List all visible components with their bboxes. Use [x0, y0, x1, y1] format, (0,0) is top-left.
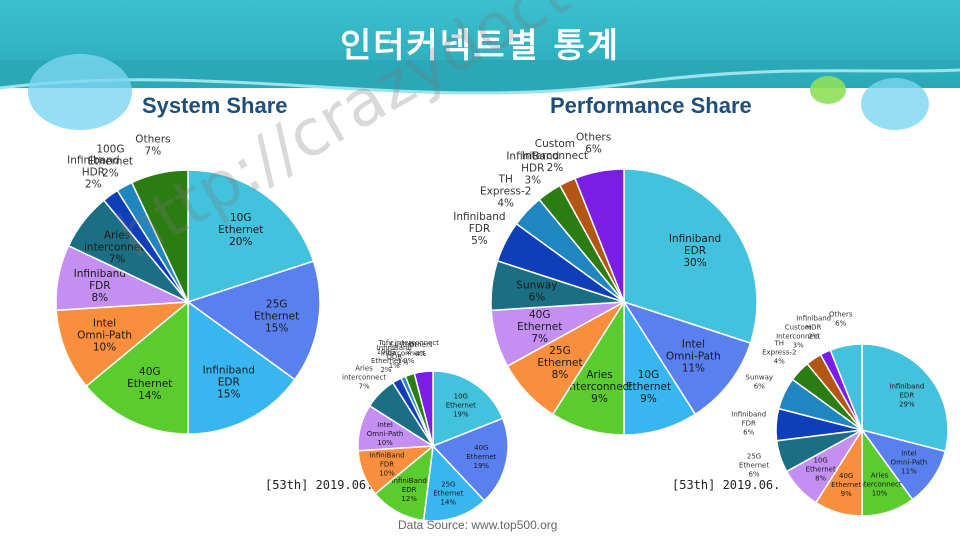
pie-4-label-1: Infiniband EDR 29%: [889, 383, 924, 409]
pie-2-label-4: InfiniBand EDR 12%: [392, 477, 427, 503]
pie-2-slice-3: [422, 444, 486, 522]
date-note-left: [53th] 2019.06.: [265, 478, 374, 492]
pie-2-label-2: 40G Ethernet 19%: [466, 444, 496, 470]
pie-4-label-7: Infiniband FDR 6%: [731, 410, 766, 436]
pie-3-label-9: TH Express-2 4%: [480, 174, 531, 210]
page-title: 인터커넥트별 통계: [339, 26, 621, 66]
pie-1-label-10: Others 7%: [135, 134, 170, 158]
pie-2-label-7: Aries interconnect 7%: [342, 365, 386, 391]
pie-3-slice-12: [574, 168, 625, 303]
pie-2-label-6: Intel Omni-Path 10%: [367, 421, 404, 447]
pie-4-label-9: TH Express-2 4%: [762, 340, 796, 366]
pie-3-label-1: Infiniband EDR 30%: [669, 233, 721, 269]
pie-2-slice-12: [413, 370, 434, 447]
pie-2-label-5: InfiniBand FDR 10%: [369, 452, 404, 478]
pie-2-slice-2: [431, 417, 509, 502]
pie-4-label-2: Intel Omni-Path 11%: [891, 449, 928, 475]
pie-4-slice-12: [829, 343, 863, 431]
pie-1-label-1: 10G Ethernet 20%: [218, 212, 263, 248]
pie-2-label-3: 25G Ethernet 14%: [433, 481, 463, 507]
pie-1-label-9: 100G Ethernet 2%: [88, 144, 133, 180]
date-note-right: [53th] 2019.06.: [672, 478, 781, 492]
pie-3-label-2: Intel Omni-Path 11%: [666, 338, 721, 374]
pie-chart-3: Infiniband EDR 30% Intel Omni-Path 11%10G Ethe…: [453, 131, 758, 436]
pie-3-label-4: Aries interconnect 9%: [566, 369, 632, 405]
pie-chart-1: 10G Ethernet 20% 25G Ethernet 15% Infiniband ED…: [55, 134, 321, 435]
pie-2-label-10: Custom Interconnect 2%: [381, 341, 425, 367]
pie-4-label-3: Aries interconnect 10%: [858, 471, 902, 497]
pie-1-label-2: 25G Ethernet 15%: [254, 299, 299, 335]
pie-4-label-8: Sunway 6%: [746, 374, 773, 391]
performance-share-heading: Performance Share: [550, 93, 752, 118]
pie-chart-4: Infiniband EDR 29% Intel Omni-Path 11%Aries in…: [731, 310, 949, 517]
pie-4-label-4: 40G Ethernet 9%: [831, 472, 861, 498]
pie-3-slice-1: [623, 168, 758, 345]
pie-1-label-5: Intel Omni-Path 10%: [77, 318, 132, 354]
bubble-right: [861, 78, 929, 130]
pie-4-label-11: Infiniband HDR 2%: [796, 315, 831, 341]
pie-1-slice-5: [55, 301, 191, 388]
pie-2-label-9: InfiniBand QDR 1%: [377, 344, 412, 370]
pie-4-label-6: 25G Ethernet 6%: [739, 453, 769, 479]
pie-3-label-8: Infiniband FDR 5%: [453, 211, 505, 247]
pie-3-label-5: 25G Ethernet 8%: [537, 345, 582, 381]
pie-2-label-11: Tofu interconnect 2 0%: [377, 339, 439, 365]
pie-2-label-12: Others 4%: [409, 341, 433, 358]
pie-1-label-3: Infiniband EDR 15%: [203, 365, 255, 401]
pie-chart-2: 10G Ethernet 19% 40G Ethernet 19%25G Ethernet 1…: [342, 339, 509, 522]
system-share-heading: System Share: [142, 93, 288, 118]
pie-4-label-12: Others 6%: [829, 310, 853, 327]
bubble-left: [28, 54, 132, 130]
pie-4-slice-1: [861, 343, 949, 453]
pie-1-label-4: 40G Ethernet 14%: [127, 366, 172, 402]
pie-3-label-6: 40G Ethernet 7%: [517, 309, 562, 345]
pie-1-slice-4: [85, 300, 189, 435]
pie-3-slice-2: [622, 300, 752, 416]
pie-3-label-3: 10G Ethernet 9%: [626, 369, 671, 405]
pie-3-label-10: InfiniBand HDR 3%: [506, 150, 559, 186]
pie-1-slice-2: [186, 260, 321, 381]
pie-4-label-5: 10G Ethernet 8%: [806, 456, 836, 482]
banner-wave: [0, 60, 960, 95]
pie-1-label-6: Infiniband FDR 8%: [74, 268, 126, 304]
pie-4-label-10: Custom Interconnect 3%: [776, 324, 820, 350]
pie-1-label-8: Infiniband HDR 2%: [67, 154, 119, 190]
pie-2-label-1: 10G Ethernet 19%: [446, 393, 476, 419]
pie-3-label-11: Custom Interconnect 2%: [522, 138, 588, 174]
pie-3-label-12: Others 6%: [576, 131, 611, 155]
pie-2-label-8: 100G Ethernet 2%: [371, 348, 401, 374]
bubble-green: [810, 76, 846, 104]
pie-1-slice-10: [130, 169, 189, 303]
pie-1-slice-1: [187, 169, 315, 304]
pie-1-label-7: Aries interconnect 7%: [84, 230, 150, 266]
pie-3-label-7: Sunway 6%: [516, 280, 557, 304]
data-source: Data Source: www.top500.org: [398, 518, 558, 532]
pie-1-slice-3: [187, 300, 296, 435]
pie-2-slice-1: [432, 370, 504, 448]
